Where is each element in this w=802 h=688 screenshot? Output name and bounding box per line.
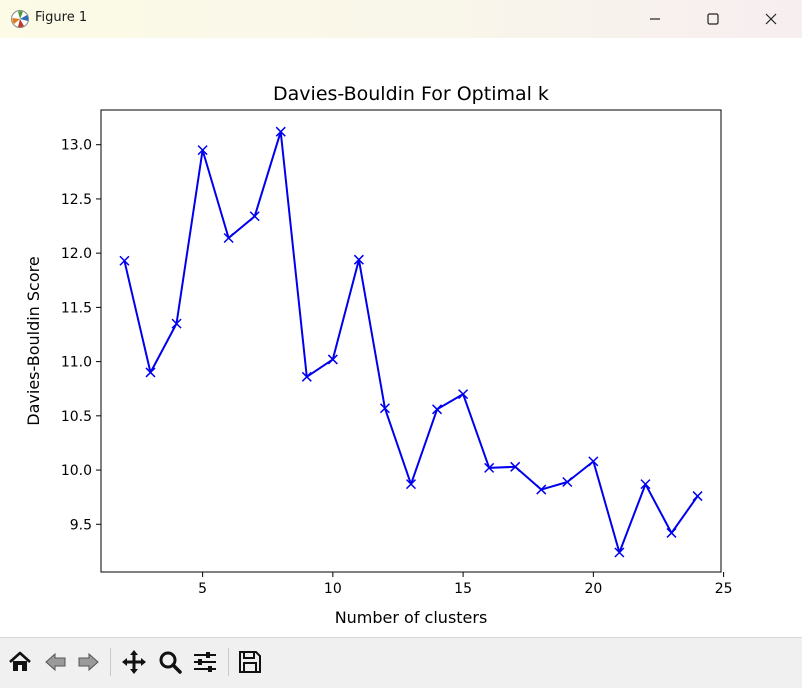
pan-button[interactable] xyxy=(118,646,150,678)
matplotlib-logo-icon xyxy=(10,9,30,29)
back-button[interactable] xyxy=(40,646,72,678)
toolbar-separator xyxy=(110,648,111,676)
minimize-icon xyxy=(650,18,660,20)
data-point-marker xyxy=(458,389,469,400)
x-tick-label: 15 xyxy=(454,581,472,597)
chart: Davies-Bouldin For Optimal k 9.5 10.0 10.5… xyxy=(24,83,733,627)
zoom-icon xyxy=(159,651,182,674)
navigation-toolbar xyxy=(0,637,802,688)
y-tick-label: 11.5 xyxy=(61,300,92,316)
pan-icon xyxy=(122,650,146,674)
configure-subplots-button[interactable] xyxy=(189,646,221,678)
data-point-marker xyxy=(588,456,599,467)
y-tick-label: 12.0 xyxy=(61,246,92,262)
save-button[interactable] xyxy=(234,646,266,678)
data-point-marker xyxy=(484,462,495,473)
data-point-marker xyxy=(249,211,260,222)
data-point-marker xyxy=(692,491,703,502)
window-title: Figure 1 xyxy=(35,10,88,25)
data-point-marker xyxy=(536,484,547,495)
data-point-marker xyxy=(197,145,208,156)
y-tick-label: 10.0 xyxy=(61,463,92,479)
plot-area-frame xyxy=(100,109,722,573)
maximize-button[interactable] xyxy=(684,0,742,38)
y-tick-label: 10.5 xyxy=(61,409,92,425)
zoom-button[interactable] xyxy=(154,646,186,678)
x-tick-label: 10 xyxy=(324,581,342,597)
y-axis-ticks: 9.5 10.0 10.5 11.0 11.5 12.0 12.5 13.0 xyxy=(61,138,101,533)
x-axis-ticks: 5 10 15 20 25 xyxy=(198,572,733,597)
save-icon xyxy=(239,651,261,673)
y-tick-label: 11.0 xyxy=(61,355,92,371)
close-button[interactable] xyxy=(742,0,800,38)
chart-title: Davies-Bouldin For Optimal k xyxy=(273,83,549,105)
home-button[interactable] xyxy=(4,646,36,678)
figure-canvas[interactable]: Davies-Bouldin For Optimal k 9.5 10.0 10.5… xyxy=(0,38,802,636)
y-axis-label: Davies-Bouldin Score xyxy=(24,256,43,425)
data-point-marker xyxy=(379,403,390,414)
forward-arrow-icon xyxy=(78,652,99,672)
close-icon xyxy=(765,13,777,25)
data-point-marker xyxy=(510,461,521,472)
data-point-marker xyxy=(432,404,443,415)
toolbar-separator xyxy=(228,648,229,676)
data-point-marker xyxy=(353,254,364,265)
minimize-button[interactable] xyxy=(626,0,684,38)
data-point-marker xyxy=(223,232,234,244)
forward-button[interactable] xyxy=(72,646,104,678)
x-tick-label: 5 xyxy=(198,581,207,597)
data-point-marker xyxy=(145,367,156,378)
data-point-marker xyxy=(640,479,651,490)
data-point-marker xyxy=(171,318,182,329)
data-point-marker xyxy=(405,479,417,490)
window-title-bar: Figure 1 xyxy=(0,0,802,39)
y-tick-label: 13.0 xyxy=(61,138,92,154)
data-series xyxy=(119,126,703,558)
configure-subplots-icon xyxy=(194,652,216,672)
y-tick-label: 12.5 xyxy=(61,192,92,208)
data-point-marker xyxy=(562,476,573,488)
x-tick-label: 25 xyxy=(715,581,733,597)
home-icon xyxy=(9,651,31,671)
data-point-marker xyxy=(119,255,130,266)
maximize-icon xyxy=(707,13,719,25)
data-point-marker xyxy=(327,354,338,365)
back-arrow-icon xyxy=(45,652,66,672)
data-point-marker xyxy=(614,547,625,558)
data-point-marker xyxy=(275,126,286,137)
x-axis-label: Number of clusters xyxy=(335,608,488,627)
data-point-marker xyxy=(301,371,312,382)
y-tick-label: 9.5 xyxy=(70,517,92,533)
series-line xyxy=(123,130,699,554)
x-tick-label: 20 xyxy=(584,581,602,597)
data-point-marker xyxy=(666,527,677,538)
